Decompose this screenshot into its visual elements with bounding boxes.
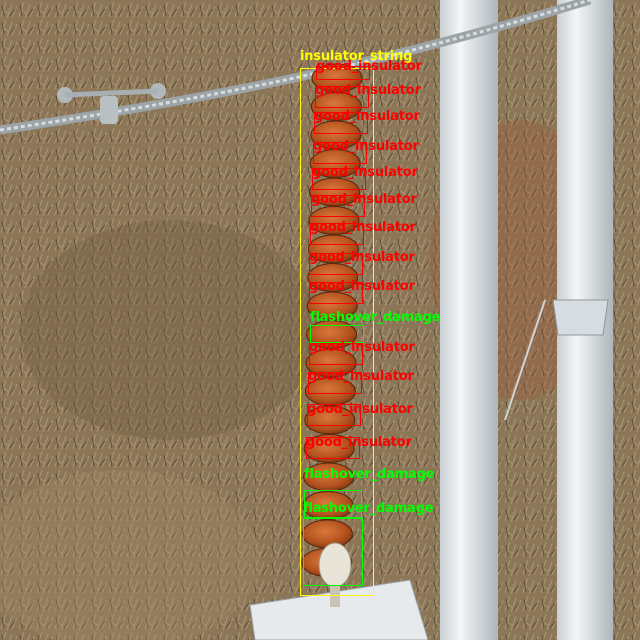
- detection-label-flashover: flashover_damage: [304, 467, 435, 482]
- insulator-disc: [307, 234, 359, 264]
- detection-box-good: [309, 253, 363, 275]
- detection-label-good: good_insulator: [309, 279, 415, 294]
- tower-structure: [249, 0, 613, 640]
- detection-box-good: [315, 86, 369, 108]
- detection-label-good: good_insulator: [316, 59, 422, 74]
- insulator-disc: [309, 177, 361, 207]
- insulator-disc: [302, 491, 354, 520]
- insulator-disc: [311, 63, 363, 93]
- detection-label-good: good_insulator: [307, 402, 413, 417]
- insulator-disc: [308, 206, 360, 235]
- detection-label-flashover: flashover_damage: [303, 501, 434, 516]
- detection-label-good: good_insulator: [314, 109, 420, 124]
- detection-label-good: good_insulator: [313, 139, 419, 154]
- insulator-disc: [310, 92, 362, 121]
- detection-box-good: [311, 195, 365, 217]
- detection-box-flashover: [303, 518, 363, 586]
- detection-label-good: good_insulator: [309, 340, 415, 355]
- detection-box-good: [316, 66, 370, 80]
- detection-box-good: [313, 142, 367, 164]
- insulator-disc: [306, 291, 358, 321]
- detection-label-good: good_insulator: [315, 83, 421, 98]
- detection-box-good: [309, 282, 363, 304]
- detection-box-flashover: [304, 490, 362, 518]
- detection-label-good: good_insulator: [310, 220, 416, 235]
- insulator-discs: [301, 63, 363, 577]
- detection-label-good: good_insulator: [312, 165, 418, 180]
- detection-label-flashover: flashover_damage: [310, 310, 441, 325]
- insulator-disc: [306, 320, 358, 349]
- detection-box-good: [310, 223, 364, 245]
- detection-box-good: [307, 404, 361, 426]
- insulator-disc: [304, 377, 356, 406]
- detection-label-good: good_insulator: [306, 435, 412, 450]
- insulator-disc: [303, 434, 355, 463]
- detection-box-good: [308, 372, 362, 394]
- insulator-disc: [307, 263, 359, 292]
- insulator-disc: [305, 348, 357, 378]
- detection-box-good: [312, 168, 366, 190]
- detection-box-flashover: [310, 325, 364, 343]
- detection-label-good: good_insulator: [308, 369, 414, 384]
- detection-box-good: [314, 112, 368, 134]
- insulator-disc: [304, 405, 356, 435]
- detection-label-good: good_insulator: [311, 192, 417, 207]
- detection-label-good: good_insulator: [309, 250, 415, 265]
- detection-box-good: [306, 437, 360, 459]
- detection-box-string: [300, 68, 374, 596]
- insulator-disc: [303, 462, 355, 492]
- detection-label-string: insulator_string: [300, 49, 413, 64]
- detection-box-good: [309, 343, 363, 365]
